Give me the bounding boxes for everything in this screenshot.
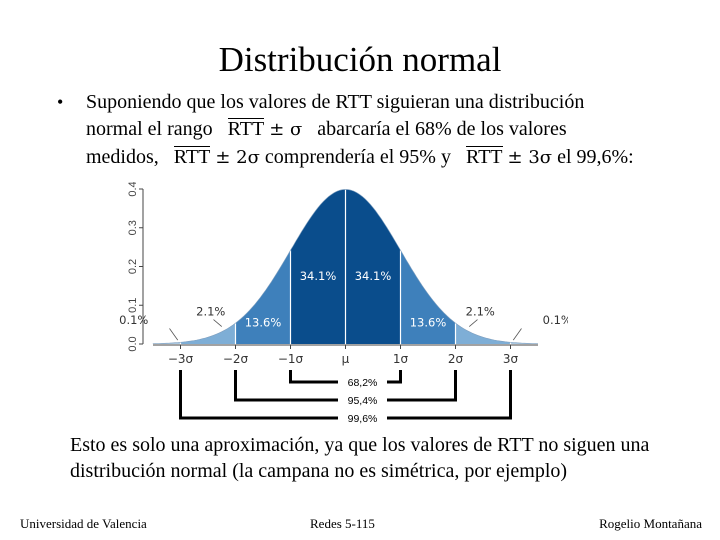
chart-area-band-1 (180, 323, 236, 344)
region-leader-0 (169, 328, 179, 341)
approximation-note: Esto es solo una aproximación, ya que lo… (70, 434, 650, 482)
bullet-line-1: Suponiendo que los valores de RTT siguie… (86, 91, 585, 113)
chart-labels: 0.1% 2.1% 13.6% 34.1% 34.1% 13.6% 2.1% 0.1% (119, 269, 568, 341)
chart-area-band-6 (455, 323, 511, 344)
footer-author: Rogelio Montañana (599, 516, 702, 531)
region-label-6: 2.1% (466, 304, 495, 318)
bracket-left-1 (234, 370, 338, 402)
rtt-mean-2: RTT (173, 146, 211, 168)
y-tick-label-0: 0.0 (127, 336, 139, 351)
y-tick-label-4: 0.4 (127, 182, 139, 197)
line2-text-post: abarcaría el 68% de los valores (317, 118, 567, 140)
region-label-5: 13.6% (410, 316, 447, 330)
region-label-1: 2.1% (196, 304, 225, 318)
region-leader-1 (213, 319, 223, 327)
chart-area-band-4 (345, 189, 401, 344)
y-tick-label-2: 0.2 (127, 259, 139, 274)
bullet-marker: • (57, 92, 64, 112)
x-tick-label-4: 1σ (393, 352, 409, 366)
region-label-3: 34.1% (300, 269, 337, 283)
slide-title: Distribución normal (218, 40, 502, 79)
x-tick-label-2: −1σ (278, 352, 304, 366)
bracket-label-1: 95,4% (348, 395, 378, 407)
line2-text-pre: normal el rango (86, 118, 213, 140)
pm-sigma: ± σ (269, 119, 303, 140)
bullet-line-2: normal el rango RTT ± σ abarcaría el 68%… (86, 117, 567, 142)
line3-text-post: el 99,6%: (557, 146, 634, 168)
region-label-0: 0.1% (119, 313, 148, 327)
footer-slide-number: Redes 5-115 (310, 516, 375, 531)
bracket-right-1 (387, 370, 457, 402)
x-tick-label-6: 3σ (503, 352, 519, 366)
x-tick-label-5: 2σ (448, 352, 464, 366)
chart-dividers (152, 189, 539, 345)
bracket-left-0 (289, 370, 338, 384)
bracket-label-0: 68,2% (348, 377, 378, 389)
bracket-right-0 (387, 370, 402, 384)
line3-text-pre: medidos, (86, 146, 159, 168)
bracket-label-2: 99,6% (348, 413, 378, 425)
bracket-right-2 (387, 370, 512, 420)
x-tick-label-0: −3σ (168, 352, 194, 366)
region-label-7: 0.1% (543, 313, 568, 327)
bracket-left-2 (179, 370, 338, 420)
y-tick-label-1: 0.1 (127, 298, 139, 313)
region-label-4: 34.1% (355, 269, 392, 283)
rtt-mean-3: RTT (465, 146, 503, 168)
x-tick-label-3: μ (342, 352, 350, 366)
bullet-line-3: medidos, RTT ± 2σ comprendería el 95% y … (86, 145, 634, 170)
chart-area-band-3 (290, 189, 346, 344)
pm-2sigma: ± 2σ (215, 147, 260, 168)
footer-university: Universidad de Valencia (20, 516, 147, 531)
line3-text-mid: comprendería el 95% y (264, 146, 451, 168)
chart-brackets: 68,2% 95,4% 99,6% (179, 370, 512, 425)
normal-distribution-chart: 0.0 0.1 0.2 0.3 0.4 −3σ −2σ −1σ μ 1σ 2σ 3σ 0.1% 2.1%… (119, 182, 568, 425)
x-tick-label-1: −2σ (223, 352, 249, 366)
rtt-mean-1: RTT (227, 118, 265, 140)
y-tick-label-3: 0.3 (127, 220, 139, 235)
chart-curve-outline (152, 189, 539, 345)
region-label-2: 13.6% (245, 316, 282, 330)
chart-axes: 0.0 0.1 0.2 0.3 0.4 −3σ −2σ −1σ μ 1σ 2σ 3σ (127, 182, 538, 366)
region-leader-6 (468, 319, 478, 327)
region-leader-7 (512, 328, 522, 341)
pm-3sigma: ± 3σ (507, 147, 553, 168)
